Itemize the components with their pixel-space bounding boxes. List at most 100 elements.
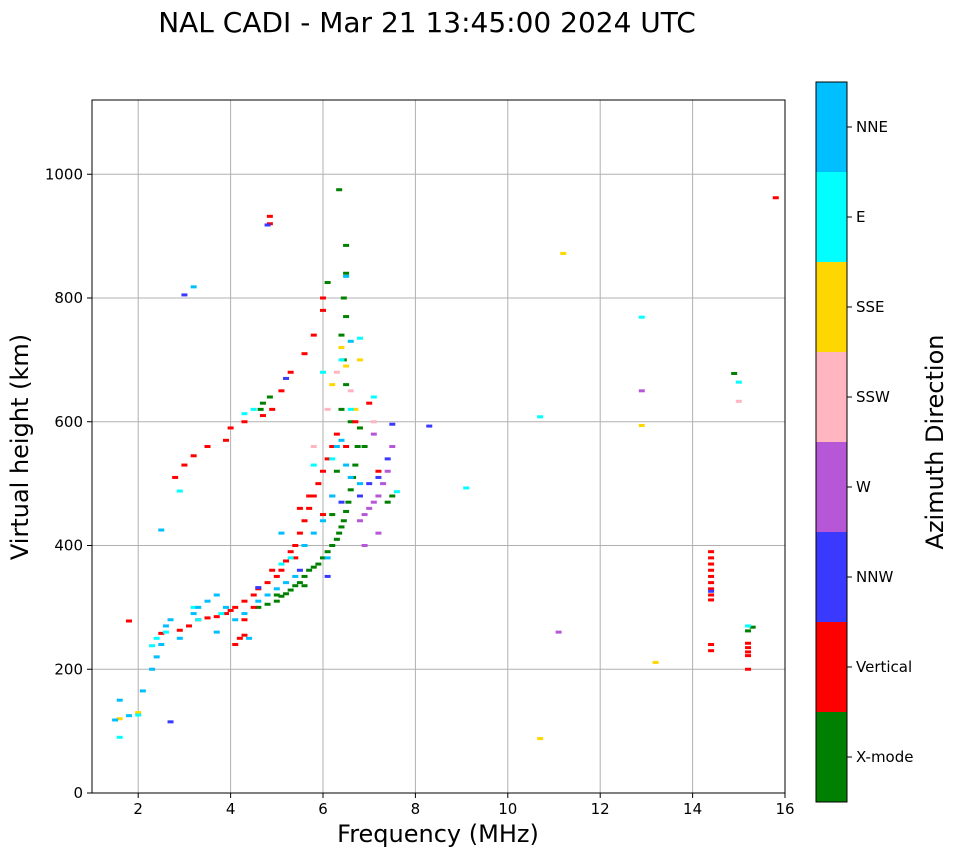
data-point	[320, 469, 326, 473]
data-point	[731, 371, 738, 375]
data-point	[343, 463, 350, 467]
data-point	[149, 644, 156, 648]
data-point	[537, 737, 544, 741]
data-point	[301, 352, 308, 356]
data-point	[158, 631, 165, 635]
data-point	[343, 274, 350, 278]
data-point	[310, 445, 317, 448]
data-point	[246, 636, 253, 640]
data-point	[301, 544, 308, 547]
data-point	[204, 599, 211, 603]
data-point	[162, 624, 169, 628]
data-point	[356, 426, 363, 430]
data-point	[236, 636, 243, 640]
data-point	[241, 412, 248, 416]
data-point	[266, 395, 273, 399]
data-point	[347, 339, 354, 343]
data-point	[125, 714, 132, 718]
colorbar-tick-label: X-mode	[856, 748, 913, 766]
data-point	[338, 333, 345, 337]
data-point	[292, 584, 299, 588]
data-point	[375, 475, 382, 479]
y-tick-label: 400	[54, 537, 83, 555]
data-point	[745, 624, 752, 628]
data-point	[306, 568, 313, 572]
data-point	[749, 625, 756, 629]
data-point	[296, 531, 303, 535]
data-point	[375, 469, 382, 473]
data-point	[264, 602, 271, 606]
data-point	[329, 544, 336, 547]
data-point	[232, 605, 239, 609]
data-point	[333, 445, 340, 448]
data-point	[264, 223, 271, 227]
data-point	[555, 630, 562, 634]
data-point	[338, 358, 345, 362]
y-axis-label: Virtual height (km)	[6, 334, 34, 560]
data-point	[273, 574, 280, 578]
data-point	[384, 469, 391, 473]
plot-frame	[91, 99, 786, 794]
data-point	[333, 370, 340, 374]
data-point	[273, 599, 280, 603]
data-point	[320, 513, 326, 517]
data-point	[389, 494, 396, 498]
data-point	[273, 593, 280, 597]
data-point	[708, 593, 715, 597]
data-point	[343, 315, 350, 319]
data-point	[176, 628, 183, 632]
data-point	[343, 383, 350, 387]
data-point	[287, 550, 294, 554]
data-point	[708, 568, 715, 572]
data-point	[745, 641, 752, 645]
data-point	[356, 482, 363, 486]
data-point	[384, 457, 391, 461]
data-point	[333, 469, 340, 473]
data-point	[343, 509, 350, 513]
data-point	[333, 537, 340, 541]
data-point	[745, 646, 752, 650]
data-point	[241, 420, 248, 424]
data-point	[380, 482, 387, 486]
x-tick-label: 12	[591, 800, 610, 818]
data-point	[356, 336, 363, 340]
colorbar-tick-label: SSW	[856, 388, 890, 406]
data-point	[315, 562, 322, 566]
data-point	[269, 568, 276, 572]
data-point	[638, 315, 645, 319]
data-point	[241, 633, 248, 637]
colorbar-tick-label: NNE	[856, 118, 888, 136]
data-point	[336, 188, 343, 192]
data-point	[340, 519, 347, 523]
data-point	[375, 494, 382, 498]
data-point	[292, 556, 299, 560]
data-point	[352, 463, 359, 467]
data-point	[232, 618, 239, 622]
data-point	[181, 463, 188, 467]
data-point	[708, 581, 715, 585]
data-point	[354, 445, 361, 448]
data-point	[338, 407, 345, 411]
data-point	[389, 445, 396, 448]
data-point	[361, 513, 368, 517]
data-point	[329, 445, 336, 448]
data-point	[190, 605, 197, 609]
data-point	[708, 589, 715, 593]
data-point	[287, 556, 294, 560]
data-point	[389, 422, 396, 426]
colorbar-tick-label: SSE	[856, 298, 885, 316]
colorbar-segment	[816, 82, 847, 172]
data-point	[343, 243, 350, 247]
data-point	[366, 401, 373, 405]
data-point	[269, 407, 276, 411]
data-point	[116, 717, 123, 721]
data-point	[125, 619, 132, 623]
data-point	[255, 586, 262, 590]
data-point	[320, 556, 326, 560]
data-point	[255, 599, 262, 603]
data-point	[287, 588, 294, 592]
data-point	[352, 420, 359, 424]
data-point	[190, 285, 197, 289]
data-point	[116, 698, 123, 702]
